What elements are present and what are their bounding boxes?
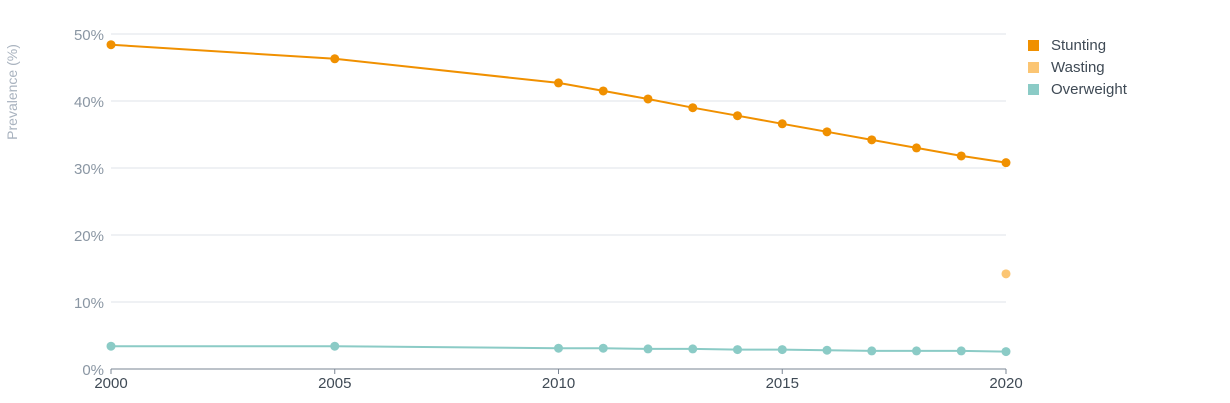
stunting-point[interactable] bbox=[867, 135, 877, 145]
x-tick-label: 2015 bbox=[766, 375, 799, 392]
overweight-point[interactable] bbox=[598, 343, 608, 353]
stunting-point[interactable] bbox=[330, 54, 340, 64]
overweight-point[interactable] bbox=[777, 345, 787, 355]
overweight-point[interactable] bbox=[956, 346, 966, 356]
overweight-point[interactable] bbox=[733, 345, 742, 355]
y-tick-label: 10% bbox=[74, 295, 104, 312]
y-tick-label: 30% bbox=[74, 161, 104, 178]
overweight-point[interactable] bbox=[688, 344, 698, 354]
stunting-point[interactable] bbox=[956, 151, 966, 161]
y-axis-label: Prevalence (%) bbox=[4, 44, 20, 140]
overweight-point[interactable] bbox=[554, 343, 563, 353]
stunting-point[interactable] bbox=[1001, 158, 1011, 168]
stunting-point[interactable] bbox=[733, 111, 742, 121]
overweight-point[interactable] bbox=[330, 341, 340, 351]
y-tick-label: 50% bbox=[74, 27, 104, 44]
legend-swatch bbox=[1028, 83, 1039, 95]
stunting-point[interactable] bbox=[643, 94, 653, 104]
overweight-point[interactable] bbox=[643, 344, 653, 354]
stunting-point[interactable] bbox=[777, 119, 787, 129]
stunting-point[interactable] bbox=[554, 78, 563, 88]
stunting-point[interactable] bbox=[598, 86, 608, 96]
legend-swatch bbox=[1028, 39, 1039, 51]
x-tick-label: 2005 bbox=[318, 375, 351, 392]
legend-item-overweight[interactable]: Overweight bbox=[1028, 78, 1127, 100]
stunting-point[interactable] bbox=[106, 40, 116, 50]
stunting-point[interactable] bbox=[912, 143, 921, 153]
overweight-point[interactable] bbox=[1001, 347, 1011, 357]
wasting-point[interactable] bbox=[1001, 269, 1011, 279]
x-tick-label: 2000 bbox=[94, 375, 127, 392]
y-tick-label: 20% bbox=[74, 228, 104, 245]
stunting-point[interactable] bbox=[822, 127, 832, 137]
x-tick-label: 2010 bbox=[542, 375, 575, 392]
stunting-line bbox=[110, 43, 1007, 164]
overweight-point[interactable] bbox=[867, 346, 877, 356]
legend-label: Overweight bbox=[1051, 80, 1127, 98]
legend-item-stunting[interactable]: Stunting bbox=[1028, 34, 1127, 56]
stunting-point[interactable] bbox=[688, 103, 698, 113]
y-tick-label: 40% bbox=[74, 94, 104, 111]
legend-swatch bbox=[1028, 61, 1039, 73]
legend: Stunting Wasting Overweight bbox=[1028, 34, 1127, 100]
x-tick-label: 2020 bbox=[989, 375, 1022, 392]
legend-label: Wasting bbox=[1051, 58, 1105, 76]
overweight-point[interactable] bbox=[822, 345, 832, 355]
legend-label: Stunting bbox=[1051, 36, 1107, 54]
overweight-point[interactable] bbox=[912, 346, 921, 356]
legend-item-wasting[interactable]: Wasting bbox=[1028, 56, 1127, 78]
y-tick-label: 0% bbox=[82, 362, 104, 379]
overweight-point[interactable] bbox=[106, 341, 116, 351]
